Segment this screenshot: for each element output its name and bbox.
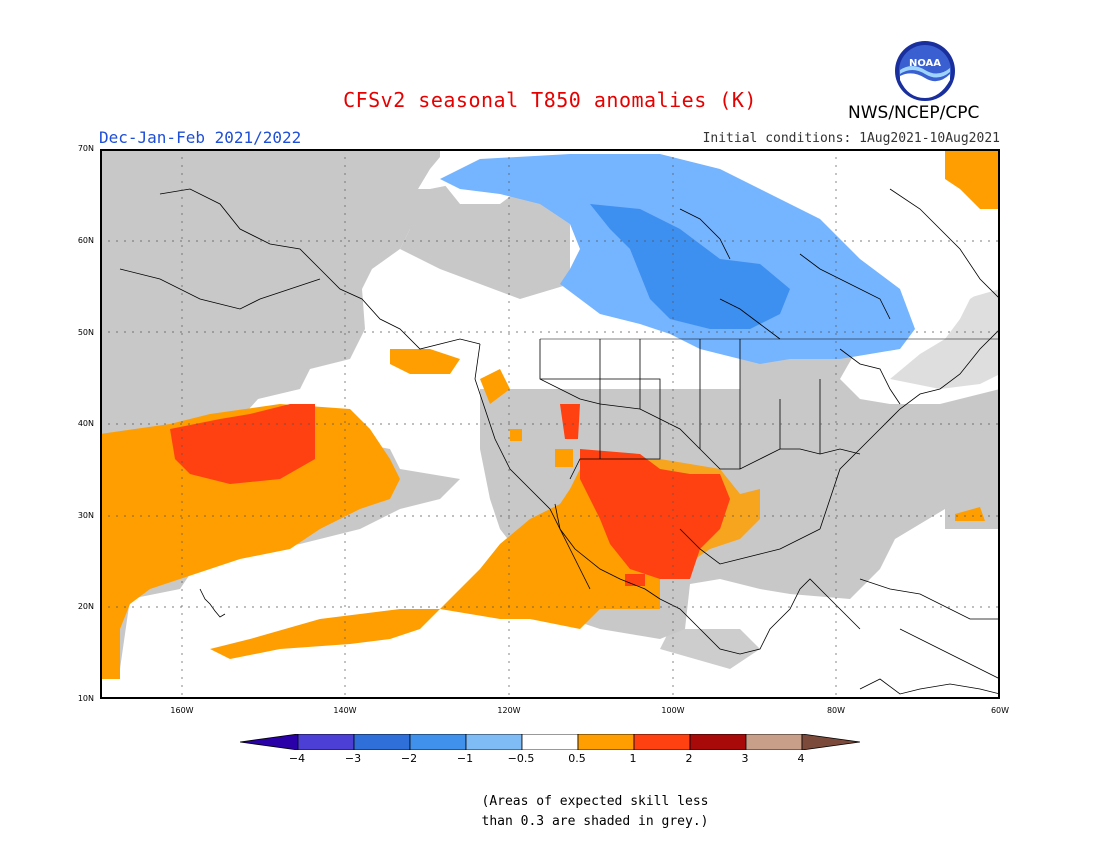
colorbar-label-1: 1	[629, 752, 637, 765]
lon-label-100w: 100W	[661, 706, 685, 715]
colorbar-label-2: 2	[685, 752, 693, 765]
colorbar-label-minus-0.5: −0.5	[507, 752, 535, 765]
agency-label: NWS/NCEP/CPC	[848, 103, 980, 123]
noaa-logo: NOAA	[894, 40, 956, 102]
colorbar-segment	[745, 733, 803, 751]
coastlines	[119, 188, 1000, 695]
colorbar-segment	[577, 733, 635, 751]
noaa-logo-text: NOAA	[909, 58, 941, 69]
graticule	[100, 149, 1000, 699]
skill-note: (Areas of expected skill less than 0.3 a…	[481, 794, 709, 829]
lon-label-120w: 120W	[497, 706, 521, 715]
colorbar-end-low	[239, 733, 299, 751]
anomaly-map	[100, 149, 1000, 699]
anomaly-minus-1-to-minus-2-region	[590, 204, 790, 329]
lat-label-10n: 10N	[77, 694, 94, 703]
colorbar-label-4: 4	[797, 752, 805, 765]
map-frame	[100, 149, 1000, 699]
colorbar-label-0.5: 0.5	[568, 752, 586, 765]
colorbar-segment	[409, 733, 467, 751]
colorbar-label-minus-3: −3	[344, 752, 362, 765]
lat-label-30n: 30N	[77, 511, 94, 520]
lon-label-140w: 140W	[333, 706, 357, 715]
colorbar-segment	[297, 733, 355, 751]
lon-label-80w: 80W	[826, 706, 846, 715]
colorbar	[239, 733, 861, 751]
colorbar-segment	[465, 733, 523, 751]
lat-label-70n: 70N	[77, 144, 94, 153]
lon-label-60w: 60W	[990, 706, 1010, 715]
colorbar-label-minus-2: −2	[400, 752, 418, 765]
colorbar-label-minus-4: −4	[288, 752, 306, 765]
colorbar-segment	[633, 733, 691, 751]
anomaly-1-2-region	[170, 404, 730, 586]
colorbar-segment	[353, 733, 411, 751]
colorbar-label-minus-1: −1	[456, 752, 474, 765]
initial-conditions-label: Initial conditions: 1Aug2021-10Aug2021	[702, 131, 1000, 146]
colorbar-segment	[521, 733, 579, 751]
map-title: CFSv2 seasonal T850 anomalies (K)	[343, 88, 757, 112]
lat-label-50n: 50N	[77, 328, 94, 337]
colorbar-end-high	[801, 733, 861, 751]
lon-label-160w: 160W	[170, 706, 194, 715]
colorbar-label-3: 3	[741, 752, 749, 765]
lat-label-20n: 20N	[77, 602, 94, 611]
colorbar-segment	[689, 733, 747, 751]
lat-label-60n: 60N	[77, 236, 94, 245]
lat-label-40n: 40N	[77, 419, 94, 428]
season-label: Dec-Jan-Feb 2021/2022	[99, 128, 302, 147]
